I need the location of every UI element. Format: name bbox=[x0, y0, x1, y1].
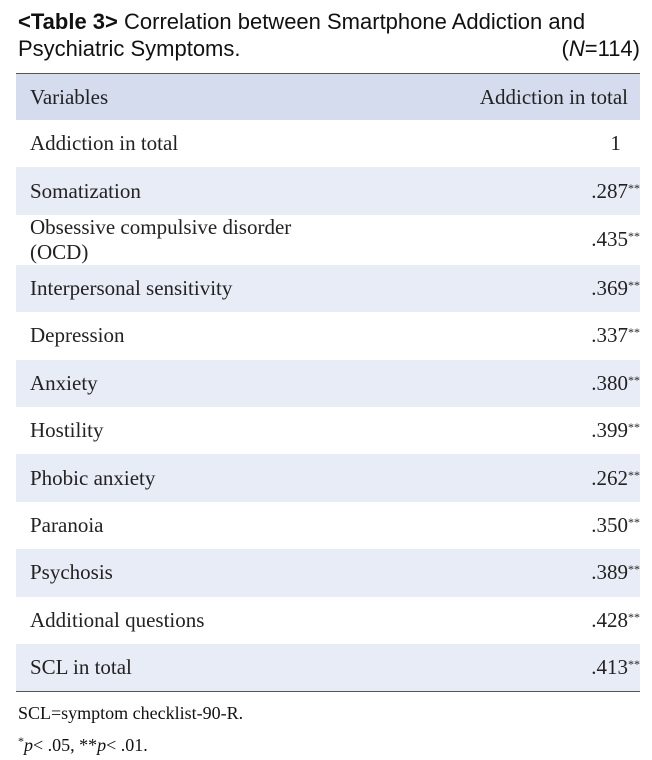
variable-cell: Somatization bbox=[16, 167, 322, 215]
value-cell: .337** bbox=[321, 312, 640, 359]
text: ( bbox=[561, 36, 569, 61]
column-header: Addiction in total bbox=[321, 73, 640, 120]
value-cell: .262** bbox=[321, 454, 640, 502]
table-row: Interpersonal sensitivity .369** bbox=[16, 264, 640, 313]
value-cell: .413** bbox=[321, 643, 640, 692]
table-label: <Table 3> bbox=[18, 9, 118, 34]
caption-line: <Table 3> Correlation between Smartphone… bbox=[18, 8, 640, 35]
variable-cell: Psychosis bbox=[16, 549, 322, 597]
caption-line: Psychiatric Symptoms. (N=114) bbox=[18, 35, 640, 62]
table-row: Psychosis .389** bbox=[16, 549, 640, 597]
table-caption: <Table 3> Correlation between Smartphone… bbox=[18, 8, 640, 62]
footnote: *p< .05, **p< .01. bbox=[18, 727, 243, 759]
value-cell: .380** bbox=[321, 359, 640, 407]
correlation-value: .428 bbox=[591, 607, 628, 632]
correlation-value: .435 bbox=[591, 227, 628, 252]
footnote: SCL=symptom checklist-90-R. bbox=[18, 703, 244, 723]
footnotes: SCL=symptom checklist-90-R. *p< .05, **p… bbox=[18, 699, 243, 759]
table-row: SCL in total .413** bbox=[16, 643, 640, 692]
significance: ** bbox=[628, 180, 640, 195]
table-body: Addiction in total 1 Somatization .287** Obs… bbox=[16, 120, 640, 692]
table-row: Somatization .287** bbox=[16, 167, 640, 215]
correlation-value: .337 bbox=[591, 323, 628, 348]
text: p bbox=[24, 735, 33, 755]
value-cell: 1 bbox=[321, 120, 640, 167]
text: < .01. bbox=[106, 735, 148, 755]
table-row: Paranoia .350** bbox=[16, 502, 640, 549]
caption-text: Correlation between Smartphone Addiction… bbox=[124, 9, 586, 34]
value-cell: .389** bbox=[321, 549, 640, 597]
correlation-value: .380 bbox=[591, 370, 628, 395]
correlation-value: .350 bbox=[591, 512, 628, 537]
variable-cell: Anxiety bbox=[16, 359, 322, 407]
table-row: Additional questions .428** bbox=[16, 597, 640, 644]
correlation-value: 1 bbox=[610, 131, 621, 156]
table-row: Obsessive compulsive disorder (OCD) .435*… bbox=[16, 215, 640, 265]
value-cell: .435** bbox=[321, 215, 640, 265]
correlation-value: .399 bbox=[591, 418, 628, 443]
table-row: Addiction in total 1 bbox=[16, 120, 640, 167]
correlation-value: .262 bbox=[591, 465, 628, 490]
significance: ** bbox=[628, 372, 640, 387]
significance: ** bbox=[628, 420, 640, 435]
significance: ** bbox=[628, 325, 640, 340]
variable-cell: Paranoia bbox=[30, 512, 104, 537]
variable-cell: Phobic anxiety bbox=[16, 454, 322, 502]
significance: ** bbox=[628, 609, 640, 624]
text: * bbox=[18, 734, 24, 748]
column-header: Variables bbox=[16, 73, 322, 120]
value-cell: .399** bbox=[321, 407, 640, 454]
correlation-value: .287 bbox=[591, 178, 628, 203]
variable-cell: Obsessive compulsive disorder (OCD) bbox=[30, 214, 292, 264]
significance: ** bbox=[628, 562, 640, 577]
table-row: Phobic anxiety .262** bbox=[16, 454, 640, 502]
value-cell: .287** bbox=[321, 167, 640, 215]
caption-text: Psychiatric Symptoms. bbox=[18, 36, 241, 61]
significance: ** bbox=[628, 277, 640, 292]
text: < .05, ** bbox=[33, 735, 98, 755]
variable-cell: Addiction in total bbox=[30, 131, 179, 156]
table-row: Hostility .399** bbox=[16, 407, 640, 454]
sample-size: (N=114) bbox=[562, 35, 640, 62]
variable-cell: Additional questions bbox=[30, 607, 205, 632]
text: N bbox=[568, 36, 585, 61]
significance: ** bbox=[628, 657, 640, 672]
significance: ** bbox=[628, 467, 640, 482]
variable-cell: Depression bbox=[30, 323, 125, 348]
value-cell: .428** bbox=[321, 597, 640, 644]
correlation-value: .413 bbox=[591, 655, 628, 680]
significance: ** bbox=[628, 229, 640, 244]
correlation-value: .369 bbox=[591, 275, 628, 300]
table-row: Depression .337** bbox=[16, 312, 640, 359]
value-cell: .350** bbox=[321, 502, 640, 549]
variable-cell: Hostility bbox=[30, 418, 104, 443]
correlation-value: .389 bbox=[591, 560, 628, 585]
variable-cell: SCL in total bbox=[16, 643, 322, 692]
variable-cell: Interpersonal sensitivity bbox=[16, 264, 322, 313]
significance: ** bbox=[628, 514, 640, 529]
text: =114) bbox=[584, 36, 640, 61]
header-row: Variables Addiction in total bbox=[16, 73, 640, 120]
correlation-table: Variables Addiction in total Addiction i… bbox=[16, 73, 640, 693]
value-cell: .369** bbox=[321, 264, 640, 313]
text: p bbox=[97, 735, 107, 755]
table-row: Anxiety .380** bbox=[16, 359, 640, 407]
